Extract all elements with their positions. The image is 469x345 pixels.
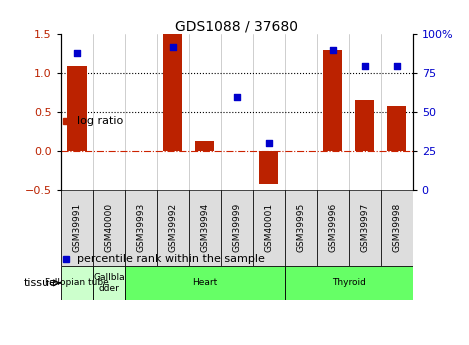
- Point: [329, 47, 337, 53]
- Text: GSM39994: GSM39994: [200, 203, 209, 252]
- Bar: [349, 190, 381, 266]
- Text: GSM39992: GSM39992: [168, 203, 177, 252]
- Bar: [125, 266, 285, 300]
- Bar: [387, 106, 406, 151]
- Text: GSM39991: GSM39991: [72, 203, 82, 252]
- Bar: [323, 50, 342, 151]
- Text: log ratio: log ratio: [77, 116, 124, 126]
- Bar: [381, 190, 413, 266]
- Point: [169, 44, 177, 50]
- Text: Fallopian tube: Fallopian tube: [45, 278, 109, 287]
- Text: Heart: Heart: [192, 278, 218, 287]
- Bar: [157, 190, 189, 266]
- Bar: [125, 190, 157, 266]
- Text: GSM40001: GSM40001: [265, 203, 273, 252]
- Point: [73, 50, 81, 56]
- Bar: [355, 100, 374, 151]
- Text: percentile rank within the sample: percentile rank within the sample: [77, 254, 265, 264]
- Bar: [68, 66, 87, 151]
- Bar: [61, 266, 93, 300]
- Point: [393, 63, 401, 68]
- Text: Gallbla
dder: Gallbla dder: [93, 273, 125, 293]
- Bar: [221, 190, 253, 266]
- Point: [233, 94, 241, 99]
- Bar: [285, 266, 413, 300]
- Text: GSM39993: GSM39993: [136, 203, 145, 252]
- Bar: [195, 141, 214, 151]
- Text: GSM39998: GSM39998: [392, 203, 401, 252]
- Text: GSM39997: GSM39997: [360, 203, 369, 252]
- Bar: [317, 190, 349, 266]
- Point: [361, 63, 369, 68]
- Bar: [285, 190, 317, 266]
- Bar: [189, 190, 221, 266]
- Text: tissue: tissue: [23, 278, 56, 288]
- Bar: [93, 266, 125, 300]
- Text: GSM40000: GSM40000: [105, 203, 113, 252]
- Text: GSM39995: GSM39995: [296, 203, 305, 252]
- Text: Thyroid: Thyroid: [332, 278, 366, 287]
- Point: [265, 140, 272, 146]
- Title: GDS1088 / 37680: GDS1088 / 37680: [175, 19, 298, 33]
- Bar: [93, 190, 125, 266]
- Text: GSM39999: GSM39999: [232, 203, 242, 252]
- Bar: [253, 190, 285, 266]
- Text: GSM39996: GSM39996: [328, 203, 337, 252]
- Bar: [61, 190, 93, 266]
- Bar: [163, 34, 182, 151]
- Bar: [259, 151, 279, 184]
